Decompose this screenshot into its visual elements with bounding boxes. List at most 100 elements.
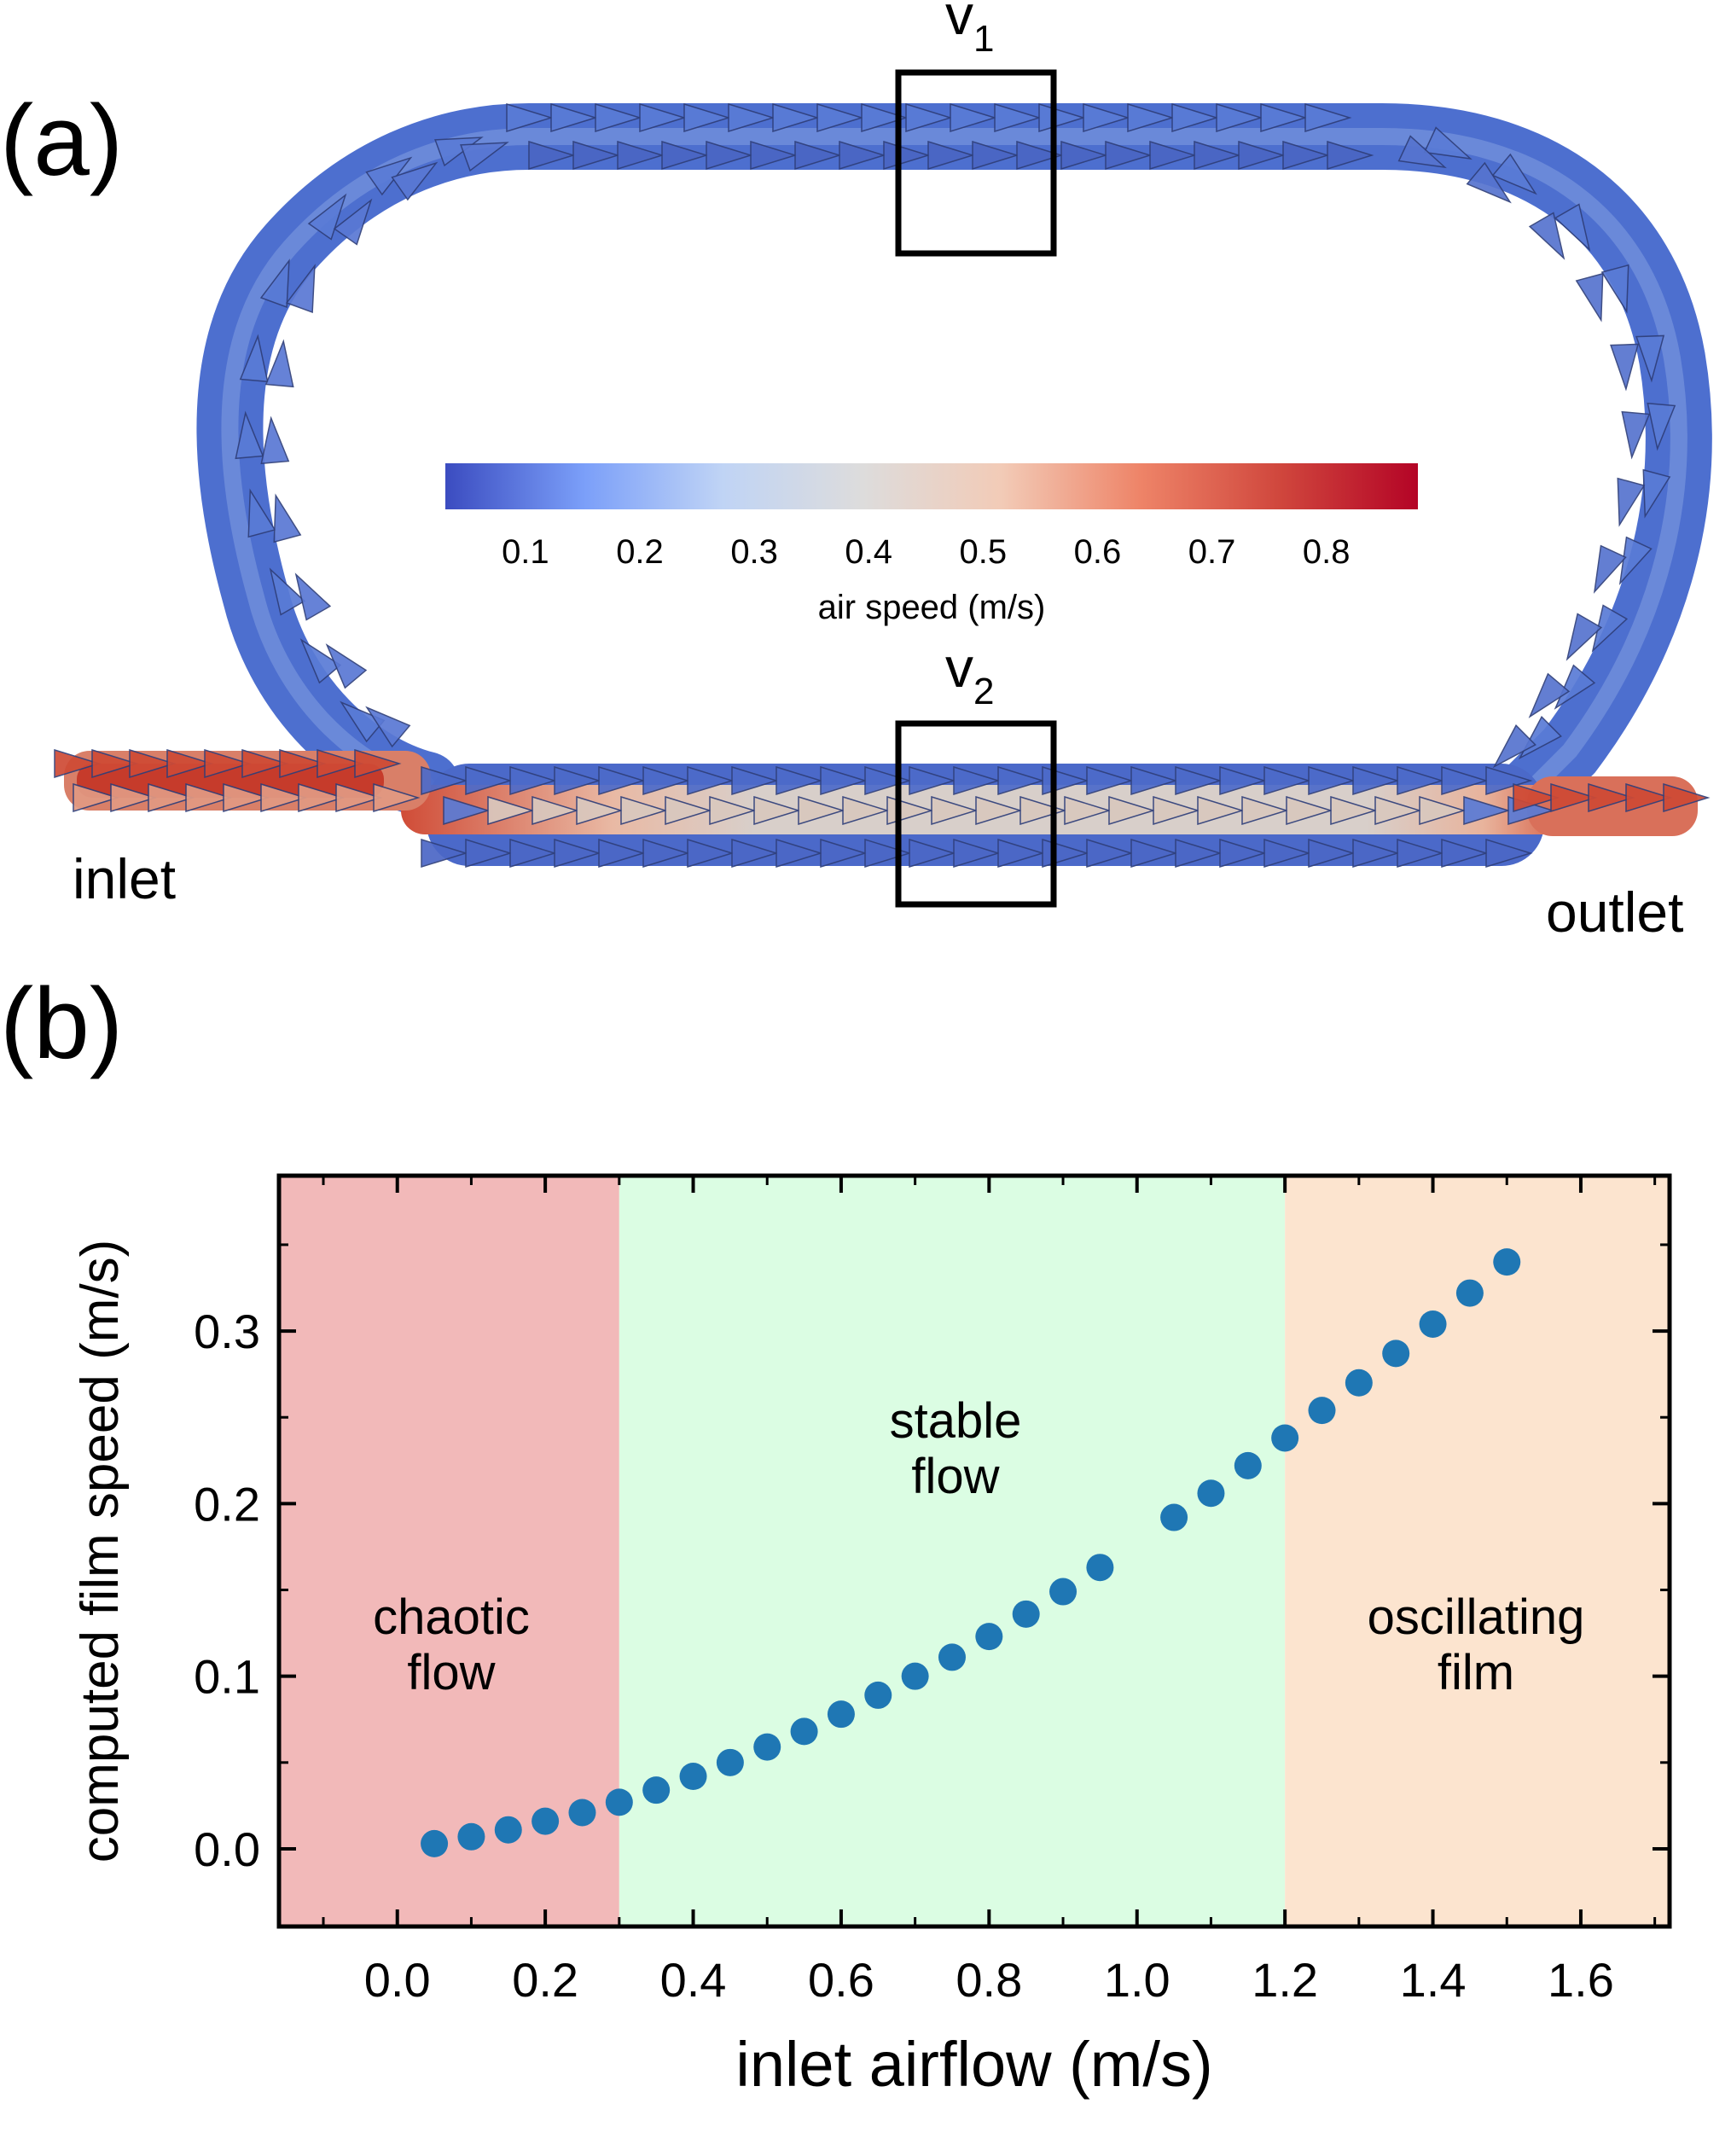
flow-arrow-icon <box>285 264 316 313</box>
data-point <box>716 1748 744 1776</box>
flow-arrow-icon <box>54 748 102 779</box>
flow-arrow-icon <box>909 838 956 869</box>
flow-arrow-icon <box>1175 765 1223 796</box>
flow-arrow-icon <box>1588 782 1635 813</box>
flow-arrow-icon <box>1263 765 1311 796</box>
flow-arrow-icon <box>391 161 439 201</box>
flow-arrow-icon <box>905 102 953 133</box>
flow-arrow-icon <box>1308 765 1356 796</box>
flow-arrow-icon <box>264 339 294 388</box>
flow-arrow-icon <box>731 765 779 796</box>
flow-arrow-icon <box>421 765 468 796</box>
flow-arrow-icon <box>460 142 509 172</box>
flow-arrow-icon <box>1060 140 1108 171</box>
flow-arrow-icon <box>1575 272 1604 323</box>
data-point <box>1493 1248 1521 1276</box>
flow-arrow-icon <box>1038 102 1086 133</box>
flow-arrow-icon <box>1127 102 1175 133</box>
x-tick-label: 1.2 <box>1252 1953 1318 2007</box>
flow-arrow-icon <box>1153 795 1200 826</box>
flow-arrow-icon <box>1219 765 1267 796</box>
flow-arrow-icon <box>728 102 775 133</box>
flow-arrow-icon <box>1554 664 1596 710</box>
flow-arrow-icon <box>1327 140 1374 171</box>
region-0 <box>279 1176 619 1926</box>
flow-arrow-icon <box>1492 724 1536 769</box>
data-point <box>975 1623 1003 1651</box>
data-points <box>421 1248 1521 1857</box>
flow-arrow-icon <box>531 795 579 826</box>
flow-arrow-icon <box>706 140 753 171</box>
data-point <box>1012 1600 1040 1628</box>
x-tick-label: 0.0 <box>364 1953 431 2007</box>
flow-arrow-icon <box>1610 343 1640 392</box>
flow-arrow-icon <box>794 140 842 171</box>
x-axis: 0.0 0.2 0.4 0.6 0.8 1.0 1.2 1.4 1.6 <box>322 1176 1657 2007</box>
data-point <box>1160 1503 1188 1531</box>
flow-arrow-icon <box>1647 402 1676 451</box>
data-point <box>568 1799 596 1827</box>
flow-arrow-icon <box>1374 795 1422 826</box>
flow-arrow-icon <box>1241 795 1289 826</box>
flow-arrow-icon <box>953 765 1001 796</box>
flow-arrow-icon <box>1260 102 1308 133</box>
flow-arrow-icon <box>687 765 735 796</box>
flow-arrow-icon <box>241 748 289 779</box>
y-tick-label: 0.3 <box>194 1305 260 1358</box>
flow-arrow-icon <box>772 102 820 133</box>
flow-arrow-icon <box>1423 126 1473 160</box>
flow-arrow-icon <box>465 765 513 796</box>
flow-arrow-icon <box>1491 153 1537 195</box>
data-point <box>1455 1279 1484 1307</box>
flow-arrow-icon <box>1419 795 1467 826</box>
flow-arrow-icon <box>528 140 576 171</box>
flow-arrow-icon <box>798 795 845 826</box>
flow-arrow-icon <box>1216 102 1263 133</box>
flow-arrow-icon <box>333 198 373 246</box>
data-point <box>753 1733 781 1761</box>
flow-arrow-icon <box>1108 795 1156 826</box>
flow-arrow-icon <box>839 140 886 171</box>
flow-arrow-icon <box>260 416 290 465</box>
colorbar-gradient <box>445 463 1418 509</box>
flow-arrow-icon <box>598 765 646 796</box>
flow-arrow-icon <box>1171 102 1219 133</box>
flow-arrow-icon <box>1617 477 1646 527</box>
flow-arrow-icon <box>269 567 306 616</box>
flow-arrow-icon <box>1282 140 1330 171</box>
flow-arrow-icon <box>1238 140 1286 171</box>
y-axis-label: computed film speed (m/s) <box>71 1240 130 1863</box>
flow-arrow-icon <box>1194 140 1241 171</box>
probe-label-v2: v2 <box>945 636 994 712</box>
flow-arrow-icon <box>166 748 214 779</box>
flow-arrow-icon <box>950 102 997 133</box>
data-point <box>679 1763 707 1790</box>
flow-arrow-icon <box>509 765 557 796</box>
flow-arrow-icon <box>1441 765 1489 796</box>
x-axis-label: inlet airflow (m/s) <box>735 2029 1212 2100</box>
flow-arrow-icon <box>554 765 601 796</box>
flow-arrow-icon <box>665 795 712 826</box>
x-tick-label: 0.4 <box>660 1953 727 2007</box>
panel-a-flow-field: (a) v1 v2 inlet outlet 0.1 0.2 0.3 0.4 0.5 0.… <box>0 0 1712 944</box>
data-point <box>938 1643 966 1671</box>
flow-arrow-icon <box>335 782 383 813</box>
flow-arrow-icon <box>487 795 535 826</box>
data-point <box>494 1816 522 1844</box>
probe-box-v1 <box>895 69 1057 257</box>
data-point <box>531 1807 560 1835</box>
colorbar-tick-label: 0.5 <box>960 533 1008 571</box>
flow-arrow-icon <box>775 765 823 796</box>
data-point <box>457 1822 485 1851</box>
flow-arrow-icon <box>1149 140 1197 171</box>
flow-arrow-icon <box>1642 468 1671 519</box>
flow-arrow-icon <box>307 193 347 241</box>
flow-arrow-icon <box>443 795 491 826</box>
flow-arrow-icon <box>1308 838 1356 869</box>
data-point <box>901 1662 929 1690</box>
flow-arrow-icon <box>1086 838 1134 869</box>
flow-arrow-icon <box>1593 544 1627 594</box>
flow-arrow-icon <box>259 259 290 308</box>
